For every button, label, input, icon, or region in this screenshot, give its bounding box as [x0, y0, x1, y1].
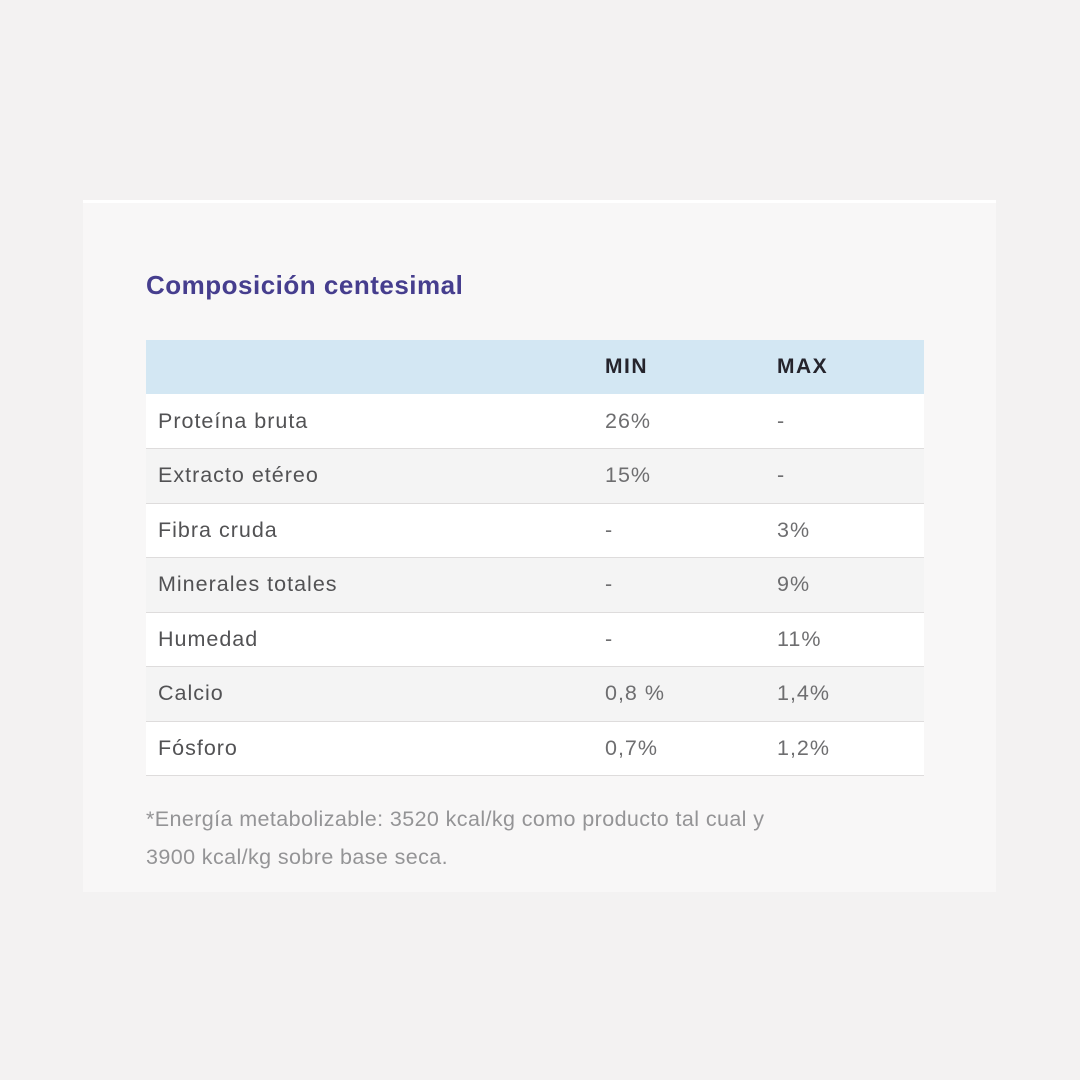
table-row: Humedad - 11% [146, 612, 924, 667]
row-min-value: - [605, 626, 614, 651]
row-min-value: 0,8 % [605, 681, 665, 706]
table-row: Minerales totales - 9% [146, 557, 924, 612]
row-min-value: - [605, 572, 614, 597]
row-label: Proteína bruta [158, 408, 309, 433]
table-row: Fósforo 0,7% 1,2% [146, 721, 924, 776]
row-max-value: 1,4% [777, 681, 831, 706]
row-label: Extracto etéreo [158, 463, 319, 488]
row-max-value: 1,2% [777, 735, 831, 760]
table-row: Fibra cruda - 3% [146, 503, 924, 558]
header-max: MAX [777, 355, 829, 378]
content-panel: Composición centesimal MIN MAX Proteína … [83, 200, 996, 892]
row-min-value: - [605, 517, 614, 542]
header-min: MIN [605, 355, 648, 378]
composition-table: MIN MAX Proteína bruta 26% - Extracto et… [146, 340, 924, 776]
table-row: Extracto etéreo 15% - [146, 448, 924, 503]
table-row: Proteína bruta 26% - [146, 394, 924, 449]
row-label: Fósforo [158, 735, 238, 760]
row-max-value: 9% [777, 572, 811, 597]
table-row: Calcio 0,8 % 1,4% [146, 666, 924, 721]
row-min-value: 26% [605, 408, 652, 433]
row-min-value: 15% [605, 463, 652, 488]
row-label: Humedad [158, 626, 259, 651]
table-header-row: MIN MAX [146, 340, 924, 394]
row-max-value: - [777, 463, 786, 488]
footnote: *Energía metabolizable: 3520 kcal/kg com… [146, 800, 906, 876]
row-max-value: 11% [777, 626, 822, 651]
footnote-line-1: *Energía metabolizable: 3520 kcal/kg com… [146, 807, 765, 831]
row-max-value: 3% [777, 517, 811, 542]
row-label: Minerales totales [158, 572, 338, 597]
row-label: Calcio [158, 681, 224, 706]
row-max-value: - [777, 408, 786, 433]
row-min-value: 0,7% [605, 735, 659, 760]
row-label: Fibra cruda [158, 517, 278, 542]
header-parameter [146, 340, 605, 394]
section-title: Composición centesimal [146, 270, 464, 300]
footnote-line-2: 3900 kcal/kg sobre base seca. [146, 845, 449, 869]
